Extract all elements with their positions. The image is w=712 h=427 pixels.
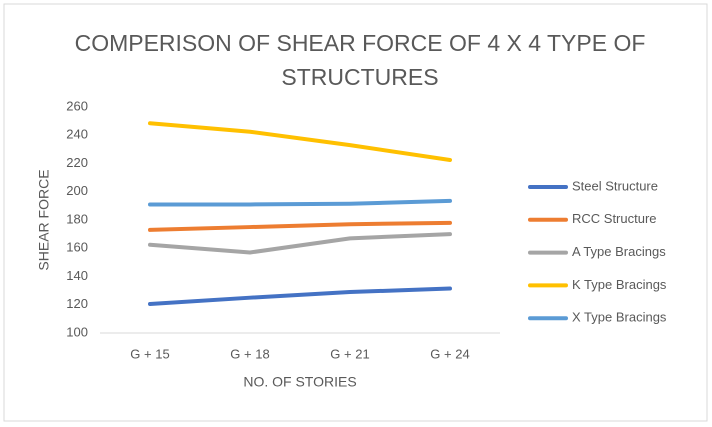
series-line [148,121,452,162]
series-line [148,286,452,307]
chart-title: COMPERISON OF SHEAR FORCE OF 4 X 4 TYPE … [74,30,646,90]
y-tick-label: 180 [66,211,88,226]
x-tick-label: G + 21 [330,346,369,361]
x-axis-title: NO. OF STORIES [243,374,356,390]
legend-label: Steel Structure [572,178,658,193]
legend-label: K Type Bracings [572,277,667,292]
y-tick-label: 140 [66,268,88,283]
y-axis-title: SHEAR FORCE [36,169,52,270]
series-line [148,232,452,255]
series-line [148,220,452,232]
x-tick-label: G + 18 [230,346,269,361]
y-tick-label: 260 [66,98,88,113]
legend-label: RCC Structure [572,211,657,226]
y-tick-label: 160 [66,240,88,255]
x-tick-label: G + 15 [130,346,169,361]
series-line [148,198,452,207]
y-tick-label: 100 [66,324,88,339]
y-tick-label: 200 [66,183,88,198]
y-tick-label: 240 [66,127,88,142]
chart-border [3,3,708,422]
y-tick-label: 120 [66,296,88,311]
legend-label: X Type Bracings [572,310,667,325]
y-tick-label: 220 [66,155,88,170]
x-tick-label: G + 24 [430,346,469,361]
legend-label: A Type Bracings [572,244,666,259]
